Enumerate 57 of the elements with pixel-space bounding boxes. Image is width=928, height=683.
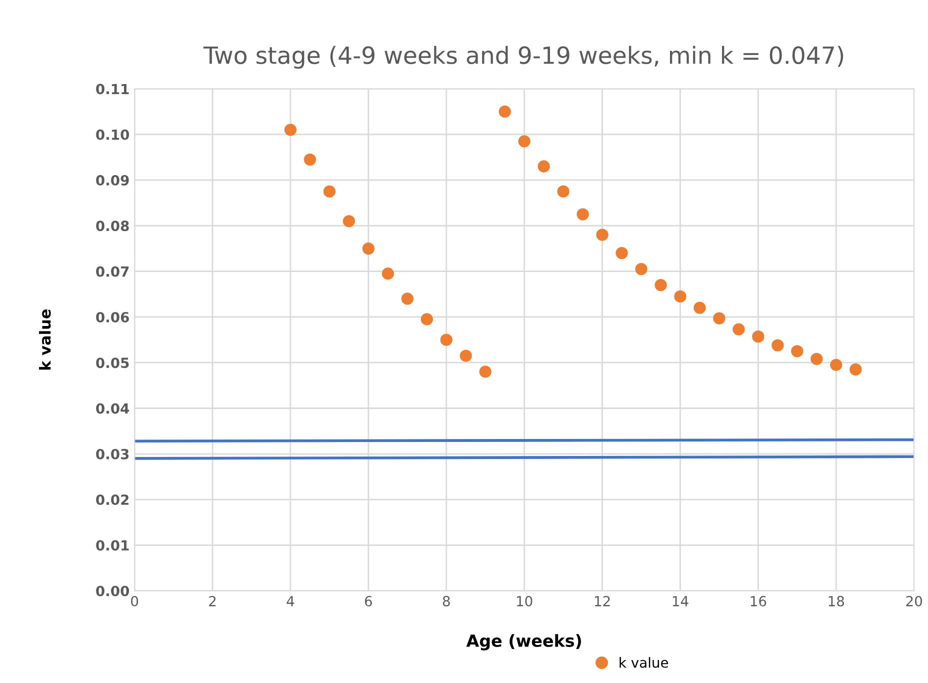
x-tick-label: 14	[672, 596, 688, 606]
point	[538, 160, 550, 172]
x-axis-title: Age (weeks)	[466, 634, 581, 650]
y-tick-label: 0.00	[96, 586, 130, 596]
x-tick-label: 8	[442, 596, 450, 606]
point	[382, 268, 394, 280]
x-tick-label: 4	[286, 596, 294, 606]
legend-label: k value	[620, 657, 668, 668]
point	[460, 350, 472, 362]
y-tick-label: 0.09	[96, 175, 129, 186]
point	[732, 323, 745, 336]
point	[342, 215, 355, 228]
point	[752, 330, 764, 343]
x-tick-label: 18	[828, 596, 844, 606]
point	[304, 153, 316, 166]
point	[596, 228, 608, 241]
y-tick-label: 0.01	[96, 540, 129, 551]
point	[557, 185, 570, 198]
y-tick-label: 0.03	[96, 448, 129, 460]
point	[654, 278, 667, 292]
point	[635, 262, 648, 276]
y-tick-label: 0.04	[96, 403, 130, 414]
y-tick-label: 0.08	[96, 220, 129, 232]
point	[830, 358, 842, 371]
point	[440, 334, 452, 346]
point	[479, 366, 492, 378]
point	[674, 290, 686, 303]
point	[616, 247, 628, 260]
y-axis-title: k value	[38, 309, 51, 370]
point	[420, 313, 433, 326]
point	[362, 242, 374, 255]
point	[694, 302, 706, 314]
x-tick-label: 0	[131, 596, 138, 606]
point	[791, 345, 804, 358]
y-tick-label: 0.11	[96, 84, 129, 94]
point	[713, 312, 726, 324]
y-tick-label: 0.05	[96, 358, 129, 368]
y-tick-label: 0.06	[96, 312, 129, 322]
point	[576, 208, 589, 220]
point	[323, 185, 336, 198]
x-tick-label: 10	[517, 596, 532, 606]
x-tick-label: 12	[594, 596, 610, 606]
y-tick-label: 0.02	[96, 494, 128, 505]
point	[498, 106, 511, 118]
point	[284, 124, 297, 136]
x-tick-label: 20	[906, 596, 922, 606]
point	[401, 292, 414, 305]
point	[518, 135, 530, 148]
point	[850, 363, 862, 376]
x-tick-label: 2	[209, 596, 216, 606]
y-tick-label: 0.10	[96, 129, 130, 140]
x-tick-label: 16	[750, 596, 766, 606]
point	[810, 352, 823, 366]
point	[772, 339, 784, 352]
chart-title: Two stage (4-9 weeks and 9-19 weeks, min k = 0.047)	[203, 46, 844, 69]
y-tick-label: 0.07	[96, 266, 129, 277]
x-tick-label: 6	[364, 596, 372, 606]
